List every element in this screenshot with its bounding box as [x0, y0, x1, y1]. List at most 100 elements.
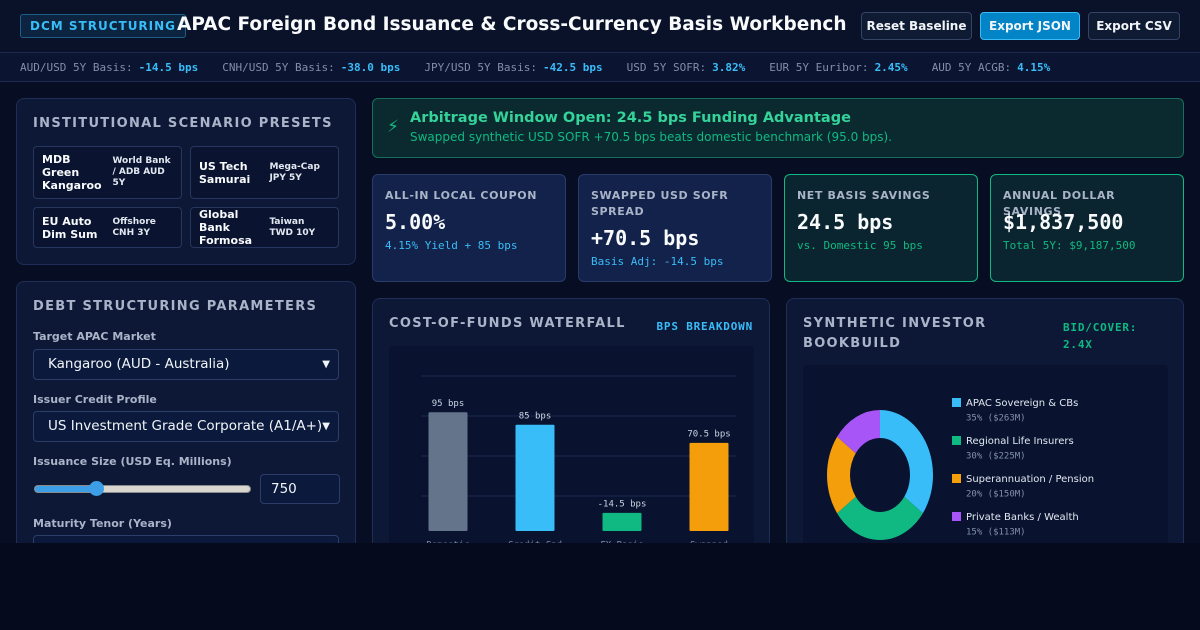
field-label: Issuer Credit Profile — [33, 393, 157, 406]
legend-label: Superannuation / Pension — [966, 474, 1094, 485]
legend-swatch — [952, 474, 961, 483]
ticker-value: -38.0 bps — [340, 60, 401, 74]
panel-title: COST-OF-FUNDS WATERFALL — [389, 316, 626, 331]
ticker-label: JPY/USD 5Y Basis: — [424, 60, 537, 74]
ticker-value: 3.82% — [712, 60, 746, 74]
field-label: Maturity Tenor (Years) — [33, 517, 172, 530]
presets-panel: INSTITUTIONAL SCENARIO PRESETS MDB Green… — [16, 98, 356, 265]
ticker-value: 4.15% — [1017, 60, 1051, 74]
ticker-label: EUR 5Y Euribor: — [769, 60, 869, 74]
preset-detail: World Bank / ADB AUD 5Y — [112, 156, 171, 188]
field-label: Issuance Size (USD Eq. Millions) — [33, 455, 232, 468]
kpi-sub: vs. Domestic 95 bps — [797, 239, 923, 252]
ticker-item: AUD 5Y ACGB: 4.15% — [932, 61, 1051, 74]
ticker: AUD/USD 5Y Basis: -14.5 bps CNH/USD 5Y Bas… — [0, 53, 1200, 82]
kpi-card: SWAPPED USD SOFR SPREAD +70.5 bps Basis Ad… — [578, 174, 772, 282]
ticker-value: -14.5 bps — [138, 60, 199, 74]
kpi-label: ANNUAL DOLLAR SAVINGS — [1003, 189, 1116, 218]
legend-value: 35% ($263M) — [966, 414, 1026, 424]
kpi-value: $1,837,500 — [1003, 210, 1124, 234]
kpi-sub: Basis Adj: -14.5 bps — [591, 255, 724, 268]
legend-label: Private Banks / Wealth — [966, 512, 1079, 523]
panel-title: DEBT STRUCTURING PARAMETERS — [33, 299, 318, 314]
tenor-input[interactable] — [33, 535, 339, 543]
kpi-value: +70.5 bps — [591, 226, 700, 250]
slider-track[interactable] — [34, 485, 251, 493]
ticker-label: AUD/USD 5Y Basis: — [20, 60, 133, 74]
caret: ▼ — [322, 359, 330, 370]
bar-label: 70.5 bps — [687, 429, 730, 439]
preset-name: US Tech Samurai — [199, 159, 251, 186]
kpi-label: SWAPPED USD SOFR SPREAD — [591, 189, 729, 218]
export-csv-button[interactable]: Export CSV — [1088, 12, 1180, 40]
chart-area: APAC Sovereign & CBs 35% ($263M) Regional … — [803, 365, 1168, 543]
badge: DCM STRUCTURING — [20, 14, 187, 38]
kpi-sub: Total 5Y: $9,187,500 — [1003, 239, 1136, 252]
donut-slice — [880, 410, 933, 514]
legend-swatch — [952, 436, 961, 445]
bar-label: 95 bps — [432, 399, 465, 409]
chart-area: 95 bps Domestic 85 bps Credit Spd -14.5 bps F… — [389, 346, 754, 543]
caret: ▼ — [322, 421, 330, 432]
panel-title: INSTITUTIONAL SCENARIO PRESETS — [33, 116, 333, 131]
alert-icon: ⚡ — [387, 117, 399, 137]
preset-detail: Mega-Cap JPY 5Y — [269, 161, 320, 183]
preset-card[interactable]: MDB Green Kangaroo World Bank / ADB AUD 5… — [33, 146, 182, 199]
credit-select[interactable]: US Investment Grade Corporate (A1/A+) ▼ — [33, 411, 339, 442]
chart-tag: BPS BREAKDOWN — [656, 320, 753, 333]
legend-swatch — [952, 512, 961, 521]
slider-thumb[interactable] — [89, 481, 104, 496]
field-label: Target APAC Market — [33, 330, 156, 343]
preset-card[interactable]: Global Bank Formosa Taiwan TWD 10Y — [190, 207, 339, 248]
reset-button[interactable]: Reset Baseline — [861, 12, 972, 40]
kpi-card: ANNUAL DOLLAR SAVINGS $1,837,500 Total 5Y:… — [990, 174, 1184, 282]
kpi-value: 24.5 bps — [797, 210, 894, 234]
donut-chart: APAC Sovereign & CBs 35% ($263M) Regional … — [827, 398, 1094, 540]
kpi-label: ALL-IN LOCAL COUPON — [385, 189, 537, 202]
ticker-item: JPY/USD 5Y Basis: -42.5 bps — [424, 61, 602, 74]
x-tick-label: FX Basis — [600, 541, 643, 544]
legend-label: APAC Sovereign & CBs — [966, 398, 1078, 409]
ticker-value: 2.45% — [874, 60, 908, 74]
x-tick-label: Swapped — [690, 541, 728, 544]
legend-label: Regional Life Insurers — [966, 436, 1074, 447]
chart-tag: BID/COVER: 2.4X — [1063, 321, 1138, 351]
preset-detail: Taiwan TWD 10Y — [269, 216, 316, 238]
preset-name: Global Bank Formosa — [199, 208, 253, 247]
market-select[interactable]: Kangaroo (AUD - Australia) ▼ — [33, 349, 339, 380]
x-tick-label: Credit Spd — [508, 541, 562, 544]
legend-value: 15% ($113M) — [966, 528, 1026, 538]
donut-slice — [827, 436, 856, 514]
alert-text: Swapped synthetic USD SOFR +70.5 bps bea… — [410, 130, 893, 144]
ticker-item: AUD/USD 5Y Basis: -14.5 bps — [20, 61, 198, 74]
alert-banner: ⚡ Arbitrage Window Open: 24.5 bps Fundin… — [372, 98, 1184, 158]
bar-label: -14.5 bps — [598, 499, 647, 509]
app: DCM STRUCTURING APAC Foreign Bond Issuan… — [0, 12, 1200, 543]
select-value: Kangaroo (AUD - Australia) — [48, 356, 230, 372]
size-input[interactable]: 750 — [260, 474, 340, 504]
panel-title: SYNTHETIC INVESTOR BOOKBUILD — [803, 316, 987, 351]
slider-fill — [35, 486, 97, 492]
legend-value: 30% ($225M) — [966, 452, 1026, 462]
ticker-item: USD 5Y SOFR: 3.82% — [627, 61, 746, 74]
preset-name: MDB Green Kangaroo — [42, 153, 102, 192]
ticker-item: CNH/USD 5Y Basis: -38.0 bps — [222, 61, 400, 74]
kpi-sub: 4.15% Yield + 85 bps — [385, 239, 518, 252]
legend-swatch — [952, 398, 961, 407]
donut-slice — [837, 410, 880, 454]
alert-title: Arbitrage Window Open: 24.5 bps Funding … — [410, 110, 851, 126]
preset-card[interactable]: US Tech Samurai Mega-Cap JPY 5Y — [190, 146, 339, 199]
ticker-label: CNH/USD 5Y Basis: — [222, 60, 335, 74]
kpi-label: NET BASIS SAVINGS — [797, 189, 931, 202]
parameters-panel: DEBT STRUCTURING PARAMETERS Target APAC … — [16, 281, 356, 543]
preset-detail: Offshore CNH 3Y — [112, 216, 156, 238]
ticker-item: EUR 5Y Euribor: 2.45% — [769, 61, 907, 74]
export-json-button[interactable]: Export JSON — [980, 12, 1080, 40]
ticker-value: -42.5 bps — [543, 60, 603, 74]
bar — [602, 512, 642, 531]
ticker-label: USD 5Y SOFR: — [626, 60, 707, 74]
preset-card[interactable]: EU Auto Dim Sum Offshore CNH 3Y — [33, 207, 182, 248]
kpi-card: ALL-IN LOCAL COUPON 5.00% 4.15% Yield + 85… — [372, 174, 566, 282]
bookbuild-panel: SYNTHETIC INVESTOR BOOKBUILD BID/COVER: … — [786, 298, 1184, 543]
x-tick-label: Domestic — [426, 541, 469, 544]
